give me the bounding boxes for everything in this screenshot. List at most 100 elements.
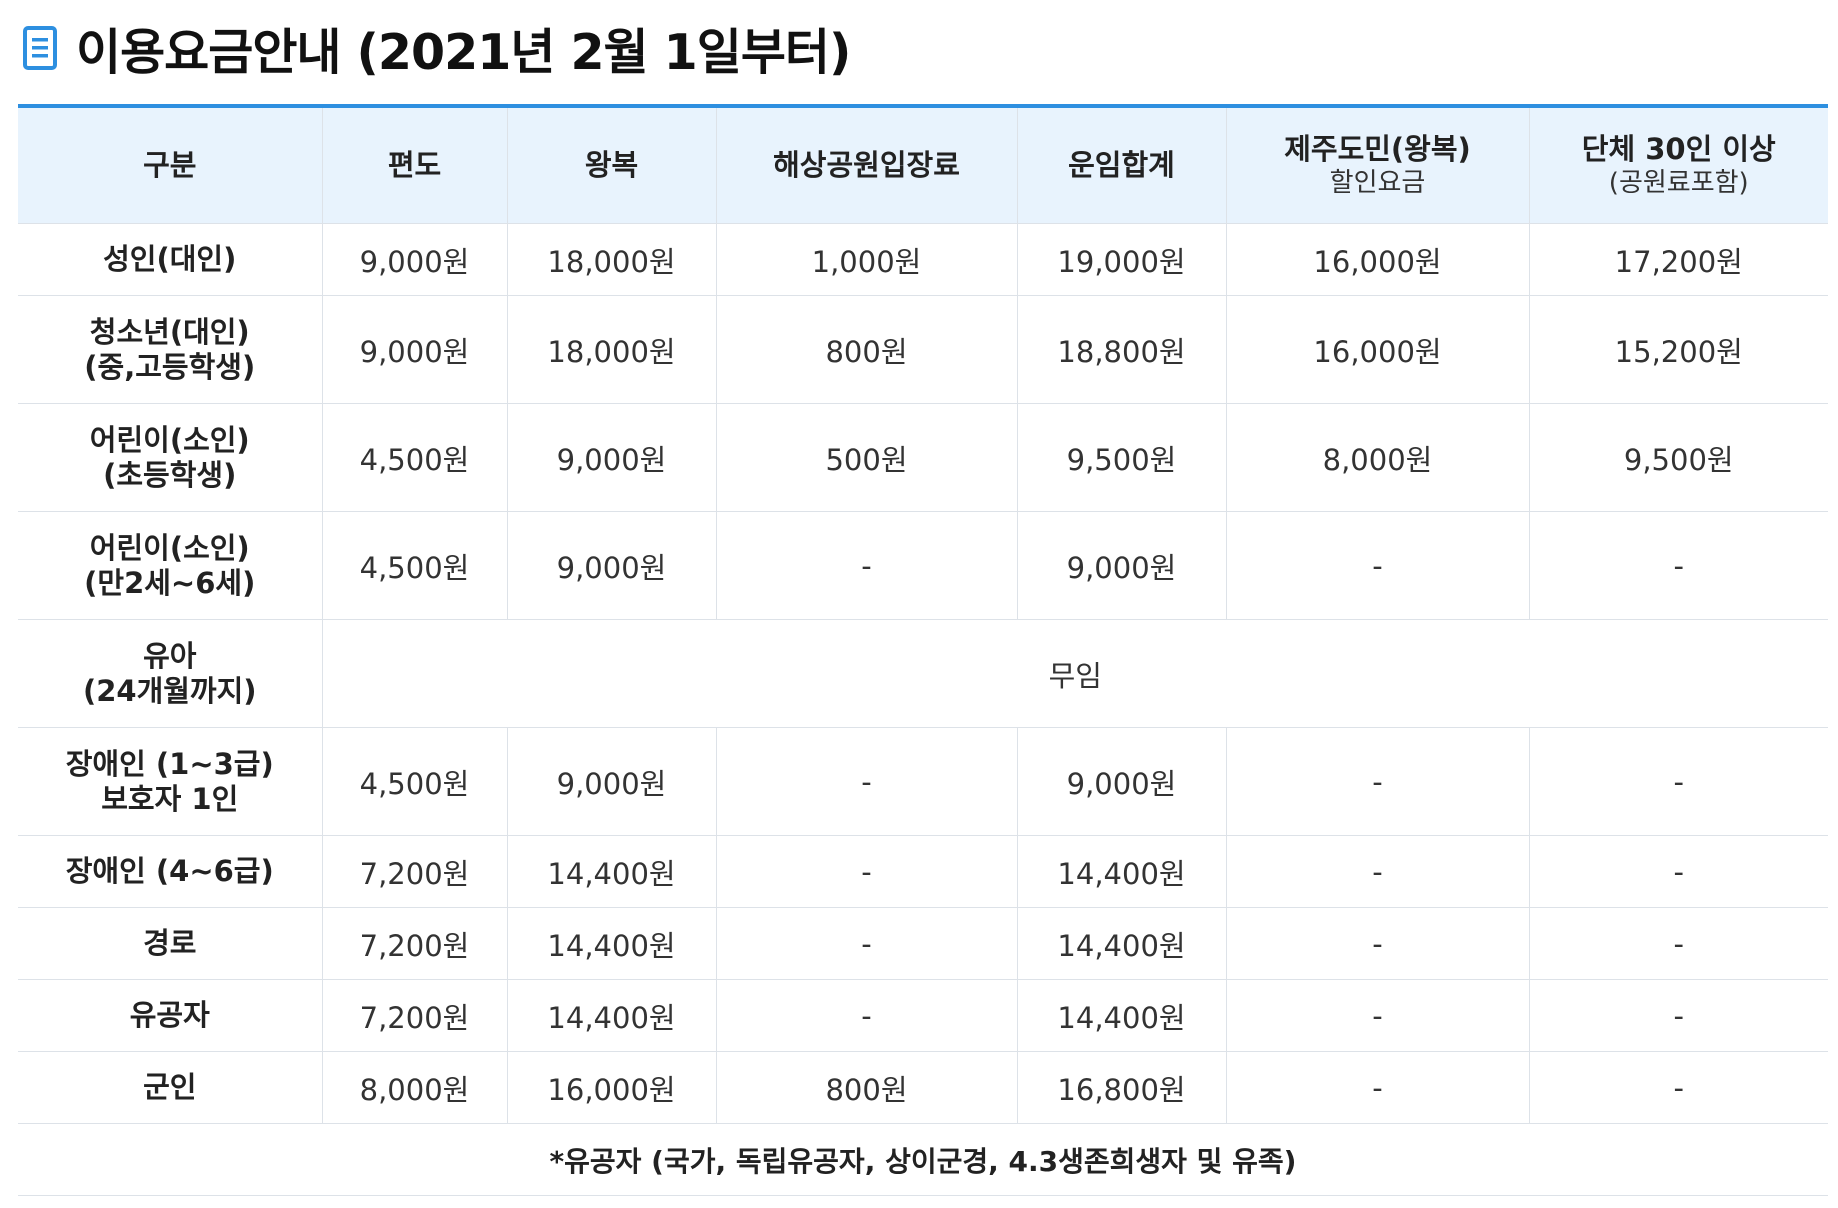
column-header: 제주도민(왕복) 할인요금	[1226, 106, 1530, 224]
row-category-line: (중,고등학생)	[84, 349, 256, 384]
row-category-line: 경로	[143, 926, 197, 961]
row-category-line: 유아	[143, 638, 197, 673]
table-row: 성인(대인) 9,000원 18,000원 1,000원 19,000원 16,000원 1…	[18, 223, 1828, 296]
table-cell: 19,000원	[1017, 223, 1227, 296]
row-category-line: 장애인 (1~3급)	[65, 746, 274, 781]
table-cell: -	[1226, 1051, 1530, 1124]
column-header-label: 왕복	[584, 148, 639, 183]
table-cell: -	[1529, 511, 1828, 620]
table-cell: -	[1226, 511, 1530, 620]
table-row: 장애인 (4~6급) 7,200원 14,400원 -14,400원 - -	[18, 835, 1828, 908]
table-cell: 4,500원	[322, 403, 508, 512]
column-header: 해상공원입장료	[716, 106, 1018, 224]
table-cell: 7,200원	[322, 835, 508, 908]
table-cell: -	[1529, 835, 1828, 908]
row-category: 경로	[18, 907, 323, 980]
column-header: 편도	[322, 106, 508, 224]
table-cell: 9,500원	[1017, 403, 1227, 512]
table-cell: 14,400원	[1017, 979, 1227, 1052]
row-category-line: 보호자 1인	[101, 781, 239, 816]
row-category: 어린이(소인) (만2세~6세)	[18, 511, 323, 620]
row-category: 청소년(대인) (중,고등학생)	[18, 295, 323, 404]
table-cell: 16,000원	[507, 1051, 717, 1124]
table-cell: -	[1226, 835, 1530, 908]
table-cell: 4,500원	[322, 511, 508, 620]
table-cell: 4,500원	[322, 727, 508, 836]
table-cell: 9,000원	[1017, 727, 1227, 836]
row-category-line: 어린이(소인)	[89, 422, 250, 457]
footnote-row: *유공자 (국가, 독립유공자, 상이군경, 4.3생존희생자 및 유족)	[18, 1123, 1828, 1196]
table-cell: -	[1529, 979, 1828, 1052]
column-header: 운임합계	[1017, 106, 1227, 224]
table-row: 유공자 7,200원 14,400원 -14,400원 - -	[18, 979, 1828, 1052]
table-cell: -	[716, 727, 1018, 836]
header-row: 구분 편도 왕복 해상공원입장료 운임합계 제주도민(왕복) 할인요금 단체 30인 이상 (공…	[18, 106, 1828, 224]
table-cell: 7,200원	[322, 979, 508, 1052]
row-category-line: 장애인 (4~6급)	[65, 854, 274, 889]
table-row: 청소년(대인) (중,고등학생) 9,000원 18,000원 800원 18,800원 1…	[18, 295, 1828, 404]
table-cell: 14,400원	[507, 835, 717, 908]
column-header-label: 해상공원입장료	[773, 148, 960, 183]
table-cell: 1,000원	[716, 223, 1018, 296]
row-category-line: 군인	[143, 1070, 197, 1105]
table-cell: 14,400원	[507, 979, 717, 1052]
table-row: 유아 (24개월까지) 무임	[18, 619, 1828, 728]
table-cell: 14,400원	[1017, 907, 1227, 980]
column-header-label: 구분	[143, 148, 197, 183]
table-cell: 9,000원	[1017, 511, 1227, 620]
table-row: 군인 8,000원 16,000원 800원 16,800원 - -	[18, 1051, 1828, 1124]
row-category: 장애인 (1~3급) 보호자 1인	[18, 727, 323, 836]
table-cell: 18,000원	[507, 223, 717, 296]
table-cell: 18,800원	[1017, 295, 1227, 404]
table-cell: -	[716, 907, 1018, 980]
row-category-line: (초등학생)	[103, 457, 237, 492]
row-category: 유아 (24개월까지)	[18, 619, 323, 728]
table-cell: 800원	[716, 295, 1018, 404]
table-cell: 8,000원	[1226, 403, 1530, 512]
merged-cell: 무임	[322, 619, 1828, 728]
row-category-line: (만2세~6세)	[84, 565, 256, 600]
table-cell: 15,200원	[1529, 295, 1828, 404]
table-cell: 17,200원	[1529, 223, 1828, 296]
column-header-sub: (공원료포함)	[1608, 168, 1749, 199]
row-category: 장애인 (4~6급)	[18, 835, 323, 908]
table-cell: 9,000원	[322, 295, 508, 404]
row-category: 성인(대인)	[18, 223, 323, 296]
table-cell: -	[716, 835, 1018, 908]
table-cell: 7,200원	[322, 907, 508, 980]
table-cell: -	[716, 979, 1018, 1052]
table-cell: -	[1529, 1051, 1828, 1124]
row-category-line: 청소년(대인)	[89, 314, 250, 349]
table-row: 장애인 (1~3급) 보호자 1인 4,500원 9,000원 -9,000원 - -	[18, 727, 1828, 836]
table-cell: 500원	[716, 403, 1018, 512]
table-cell: 14,400원	[1017, 835, 1227, 908]
row-category: 유공자	[18, 979, 323, 1052]
table-cell: 9,000원	[322, 223, 508, 296]
table-row: 어린이(소인) (만2세~6세) 4,500원 9,000원 -9,000원 - -	[18, 511, 1828, 620]
table-cell: -	[1529, 727, 1828, 836]
column-header-label: 운임합계	[1068, 148, 1175, 183]
table-cell: 16,000원	[1226, 223, 1530, 296]
table-cell: 9,000원	[507, 511, 717, 620]
column-header: 구분	[18, 106, 323, 224]
table-row: 어린이(소인) (초등학생) 4,500원 9,000원 500원 9,500원 8,000…	[18, 403, 1828, 512]
table-cell: 8,000원	[322, 1051, 508, 1124]
table-cell: 9,500원	[1529, 403, 1828, 512]
table-cell: 16,000원	[1226, 295, 1530, 404]
table-cell: 14,400원	[507, 907, 717, 980]
fare-table: 구분 편도 왕복 해상공원입장료 운임합계 제주도민(왕복) 할인요금 단체 30인 이상 (공…	[18, 104, 1828, 1196]
row-category-line: 어린이(소인)	[89, 530, 250, 565]
table-cell: -	[1226, 727, 1530, 836]
table-cell: -	[1226, 907, 1530, 980]
column-header-sub: 할인요금	[1329, 168, 1426, 199]
column-header-label: 단체 30인 이상	[1581, 132, 1776, 167]
table-cell: -	[716, 511, 1018, 620]
column-header: 왕복	[507, 106, 717, 224]
column-header-label: 편도	[387, 148, 442, 183]
column-header-label: 제주도민(왕복)	[1284, 132, 1471, 167]
table-cell: 9,000원	[507, 403, 717, 512]
column-header: 단체 30인 이상 (공원료포함)	[1529, 106, 1828, 224]
row-category-line: 유공자	[129, 998, 210, 1033]
row-category: 군인	[18, 1051, 323, 1124]
